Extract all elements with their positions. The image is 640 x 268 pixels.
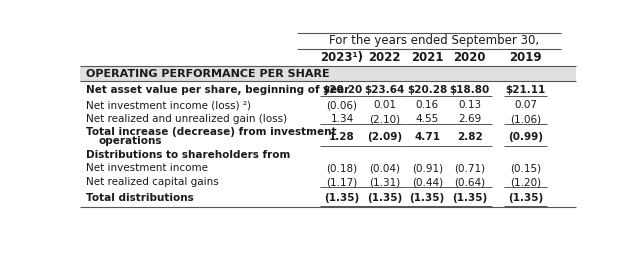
Bar (80, 49, 576, 66)
Text: (0.06): (0.06) (326, 100, 358, 110)
Text: (1.35): (1.35) (410, 193, 445, 203)
Text: (0.99): (0.99) (508, 132, 543, 142)
Text: (1.20): (1.20) (510, 177, 541, 187)
Text: (0.91): (0.91) (412, 163, 443, 173)
Bar (80, 162, 576, 175)
Text: $20.28: $20.28 (407, 85, 447, 95)
Text: 2022: 2022 (369, 51, 401, 64)
Text: (0.44): (0.44) (412, 177, 443, 187)
Text: 2020: 2020 (454, 51, 486, 64)
Text: (1.35): (1.35) (367, 193, 402, 203)
Text: operations: operations (99, 136, 162, 147)
Text: (0.15): (0.15) (510, 163, 541, 173)
Text: Net investment income: Net investment income (86, 163, 208, 173)
Text: 4.55: 4.55 (415, 114, 439, 124)
Text: Net asset value per share, beginning of year: Net asset value per share, beginning of … (86, 85, 349, 95)
Text: (1.06): (1.06) (510, 114, 541, 124)
Text: Net investment income (loss) ²): Net investment income (loss) ²) (86, 100, 251, 110)
Text: 1.34: 1.34 (330, 114, 353, 124)
Text: (1.31): (1.31) (369, 177, 400, 187)
Text: (1.35): (1.35) (452, 193, 488, 203)
Text: 1.28: 1.28 (329, 132, 355, 142)
Bar (80, 189, 576, 208)
Bar (80, 66, 576, 81)
Text: 2.82: 2.82 (457, 132, 483, 142)
Text: $18.80: $18.80 (450, 85, 490, 95)
Text: 0.01: 0.01 (373, 100, 396, 110)
Text: Total increase (decrease) from investment: Total increase (decrease) from investmen… (86, 127, 337, 137)
Text: $23.64: $23.64 (364, 85, 404, 95)
Text: (0.64): (0.64) (454, 177, 485, 187)
Text: $21.11: $21.11 (506, 85, 546, 95)
Bar (80, 32, 576, 49)
Text: 2.69: 2.69 (458, 114, 481, 124)
Text: Total distributions: Total distributions (86, 193, 194, 203)
Text: (2.10): (2.10) (369, 114, 400, 124)
Text: (1.17): (1.17) (326, 177, 358, 187)
Bar (80, 112, 576, 126)
Text: 2023¹): 2023¹) (321, 51, 364, 64)
Text: (1.35): (1.35) (324, 193, 360, 203)
Text: 0.16: 0.16 (415, 100, 439, 110)
Bar (80, 148, 576, 162)
Text: For the years ended September 30,: For the years ended September 30, (329, 34, 539, 47)
Text: OPERATING PERFORMANCE PER SHARE: OPERATING PERFORMANCE PER SHARE (86, 69, 330, 79)
Text: 0.07: 0.07 (514, 100, 537, 110)
Text: (0.04): (0.04) (369, 163, 400, 173)
Bar (80, 98, 576, 112)
Bar (80, 175, 576, 189)
Bar (80, 126, 576, 148)
Text: 4.71: 4.71 (414, 132, 440, 142)
Text: Net realized and unrealized gain (loss): Net realized and unrealized gain (loss) (86, 114, 287, 124)
Bar (80, 81, 576, 98)
Text: (2.09): (2.09) (367, 132, 402, 142)
Text: 2019: 2019 (509, 51, 542, 64)
Text: $20.20: $20.20 (322, 85, 362, 95)
Text: 0.13: 0.13 (458, 100, 481, 110)
Text: Distributions to shareholders from: Distributions to shareholders from (86, 150, 291, 159)
Text: (1.35): (1.35) (508, 193, 543, 203)
Text: 2021: 2021 (411, 51, 444, 64)
Text: (0.71): (0.71) (454, 163, 485, 173)
Text: (0.18): (0.18) (326, 163, 358, 173)
Text: Net realized capital gains: Net realized capital gains (86, 177, 219, 187)
